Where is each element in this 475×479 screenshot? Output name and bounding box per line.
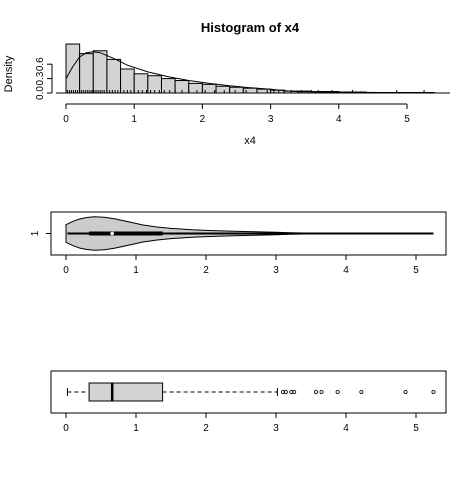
violin-x-tick-label: 1 bbox=[133, 265, 139, 276]
histogram-x-tick-label: 3 bbox=[268, 114, 274, 125]
histogram-y-axis: 0.00.30.6 bbox=[35, 57, 53, 100]
histogram-bar bbox=[92, 50, 108, 94]
histogram-x-axis-label: x4 bbox=[244, 135, 256, 147]
histogram-x-tick-label: 4 bbox=[336, 114, 342, 125]
histogram-bar bbox=[229, 86, 244, 94]
boxplot-outlier-point bbox=[292, 389, 297, 394]
histogram-panel: Histogram of x4 Density x4 0 1 2 3 4 5 0.00.3… bbox=[3, 20, 450, 147]
boxplot-outlier-point bbox=[319, 389, 324, 394]
histogram-x-axis: 0 1 2 3 4 5 bbox=[63, 103, 410, 125]
violin-x-tick-label: 4 bbox=[343, 265, 349, 276]
histogram-x-tick-label: 1 bbox=[131, 114, 137, 125]
violin-panel: 1 0 1 2 3 4 5 bbox=[30, 211, 447, 276]
boxplot-outliers bbox=[280, 389, 436, 394]
violin-x-tick-label: 3 bbox=[273, 265, 279, 276]
histogram-y-axis-label: Density bbox=[3, 55, 15, 92]
histogram-bar bbox=[242, 87, 258, 94]
histogram-bar bbox=[188, 82, 203, 94]
histogram-bar bbox=[120, 68, 135, 94]
violin-x-tick-label: 5 bbox=[413, 265, 419, 276]
violin-median-point bbox=[110, 231, 114, 236]
violin-y-tick-label: 1 bbox=[30, 230, 41, 236]
histogram-bar bbox=[65, 43, 81, 94]
histogram-x-tick-label: 2 bbox=[200, 114, 206, 125]
boxplot-x-tick-label: 5 bbox=[413, 423, 419, 434]
boxplot-x-tick-label: 2 bbox=[203, 423, 209, 434]
histogram-bar bbox=[160, 78, 176, 94]
boxplot-panel: 0 1 2 3 4 5 bbox=[50, 370, 447, 434]
violin-x-tick-label: 0 bbox=[63, 265, 69, 276]
boxplot-x-tick-label: 0 bbox=[63, 423, 69, 434]
violin-y-axis: 1 bbox=[30, 230, 51, 236]
histogram-bar bbox=[133, 73, 149, 94]
violin-x-tick-label: 2 bbox=[203, 265, 209, 276]
boxplot-x-tick-label: 4 bbox=[343, 423, 349, 434]
histogram-title: Histogram of x4 bbox=[201, 20, 300, 35]
histogram-bar bbox=[201, 83, 217, 94]
histogram-y-tick-label: 0.6 bbox=[35, 57, 46, 71]
histogram-bar bbox=[106, 58, 122, 94]
histogram-x-tick-label: 0 bbox=[63, 114, 69, 125]
boxplot-outlier-point bbox=[403, 389, 408, 394]
boxplot-outlier-point bbox=[335, 389, 340, 394]
histogram-bars bbox=[65, 43, 435, 94]
boxplot-outlier-point bbox=[280, 389, 285, 394]
boxplot-x-axis: 0 1 2 3 4 5 bbox=[63, 412, 419, 434]
histogram-x-tick-label: 5 bbox=[404, 114, 410, 125]
histogram-y-tick-label: 0.0 bbox=[35, 86, 46, 100]
boxplot-outlier-point bbox=[431, 389, 436, 394]
violin-x-axis: 0 1 2 3 4 5 bbox=[63, 254, 419, 276]
histogram-y-tick-label: 0.3 bbox=[35, 71, 46, 85]
histogram-bar bbox=[79, 53, 94, 94]
boxplot-x-tick-label: 1 bbox=[133, 423, 139, 434]
boxplot-box bbox=[88, 382, 164, 402]
histogram-bar bbox=[215, 85, 231, 94]
boxplot-outlier-point bbox=[313, 389, 318, 394]
boxplot-outlier-point bbox=[283, 389, 288, 394]
histogram-bar bbox=[256, 88, 272, 94]
boxplot-x-tick-label: 3 bbox=[273, 423, 279, 434]
density-curve bbox=[65, 51, 435, 94]
boxplot-outlier-point bbox=[359, 389, 364, 394]
